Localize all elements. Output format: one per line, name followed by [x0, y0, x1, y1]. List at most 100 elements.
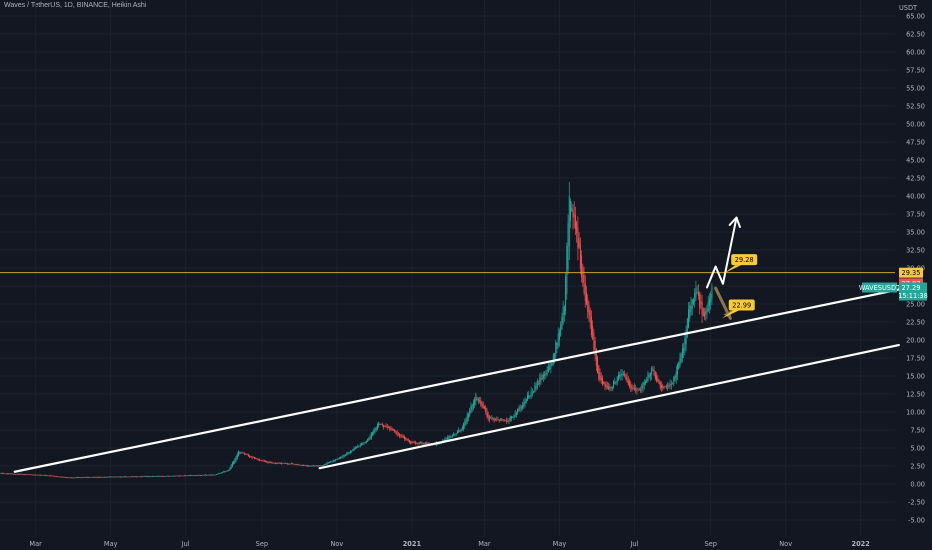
candle-body: [352, 449, 354, 452]
candle-body: [326, 462, 328, 465]
candle-body: [626, 377, 628, 383]
candle-body: [470, 405, 472, 414]
candle-body: [519, 405, 521, 410]
candle-body: [536, 380, 538, 388]
time-axis-label: Nov: [779, 540, 792, 548]
candle-body: [676, 364, 678, 375]
candle-body: [455, 433, 457, 435]
candle-body: [340, 456, 342, 459]
candle-body: [76, 477, 78, 478]
candle-body: [301, 465, 303, 466]
candle-body: [531, 392, 533, 394]
candle-body: [287, 463, 289, 465]
candle-body: [396, 432, 398, 435]
candle-body: [140, 476, 142, 478]
candle-body: [417, 443, 419, 445]
candle-body: [282, 462, 284, 464]
candle-body: [26, 474, 28, 475]
price-axis-unit: USDT: [899, 4, 918, 12]
candle-body: [663, 387, 665, 388]
price-axis-label: 10.00: [906, 408, 925, 416]
candle-body: [610, 387, 612, 389]
candle-body: [250, 456, 252, 457]
candle-body: [427, 443, 429, 445]
candle-body: [86, 477, 88, 478]
candle-body: [30, 474, 32, 476]
candle-body: [63, 476, 65, 478]
candle-body: [83, 477, 85, 478]
candle-body: [372, 432, 374, 436]
callout-box[interactable]: [728, 299, 755, 311]
candle-body: [374, 428, 376, 432]
trend-line-upper[interactable]: [13, 288, 900, 473]
candle-body: [8, 473, 10, 475]
price-axis-label: 17.50: [906, 354, 925, 362]
price-axis-label: 45.00: [906, 156, 925, 164]
candle-body: [128, 476, 130, 478]
candle-body: [236, 453, 238, 459]
candle-body: [567, 223, 569, 270]
candle-body: [337, 458, 339, 460]
candle-body: [220, 472, 222, 474]
candle-body: [592, 325, 594, 340]
candle-body: [638, 389, 640, 391]
callout-box[interactable]: [731, 254, 758, 266]
candle-body: [89, 477, 91, 478]
candle-body: [31, 474, 33, 476]
candle-body: [297, 464, 299, 466]
candle-body: [11, 473, 13, 475]
candle-body: [672, 383, 674, 385]
candle-body: [314, 465, 316, 467]
candle-body: [512, 417, 514, 418]
candle-body: [303, 465, 305, 466]
candle-body: [411, 442, 413, 443]
candle-body: [126, 476, 128, 478]
candle-body: [99, 476, 101, 478]
candle-body: [685, 329, 687, 345]
candle-body: [410, 440, 412, 444]
candle-body: [122, 476, 124, 478]
candle-body: [697, 292, 699, 296]
candle-body: [466, 414, 468, 422]
candle-body: [219, 473, 221, 474]
candle-body: [174, 475, 176, 477]
candle-body: [153, 476, 155, 477]
candle-body: [508, 420, 510, 422]
candle-body: [47, 475, 49, 477]
candle-body: [633, 387, 635, 389]
candle-body: [207, 474, 209, 476]
candle-body: [357, 445, 359, 448]
candle-body: [689, 305, 691, 319]
candle-body: [589, 310, 591, 323]
candle-body: [13, 473, 15, 475]
candle-body: [277, 462, 279, 464]
candle-body: [105, 476, 107, 478]
candle-body: [48, 475, 50, 477]
price-axis-label: -2.50: [908, 498, 925, 506]
candle-body: [448, 436, 450, 439]
candle-body: [619, 374, 621, 378]
candle-body: [375, 427, 377, 430]
candle-body: [578, 238, 580, 248]
candle-body: [106, 476, 108, 478]
candle-body: [351, 451, 353, 452]
candle-body: [313, 465, 315, 467]
candle-body: [132, 476, 134, 478]
candle-body: [678, 362, 680, 370]
candle-body: [92, 476, 94, 478]
candle-body: [358, 446, 360, 448]
candle-body: [260, 459, 262, 461]
trend-line-lower[interactable]: [318, 343, 900, 470]
candle-body: [485, 407, 487, 412]
candle-body: [369, 436, 371, 440]
projection-path[interactable]: [705, 216, 738, 289]
candle-body: [100, 477, 102, 478]
candle-body: [242, 452, 244, 454]
candle-body: [665, 386, 667, 388]
candle-body: [245, 453, 247, 455]
candle-body: [234, 458, 236, 463]
time-axis-label: Sep: [704, 540, 716, 548]
candle-body: [522, 404, 524, 408]
candle-body: [204, 474, 206, 476]
